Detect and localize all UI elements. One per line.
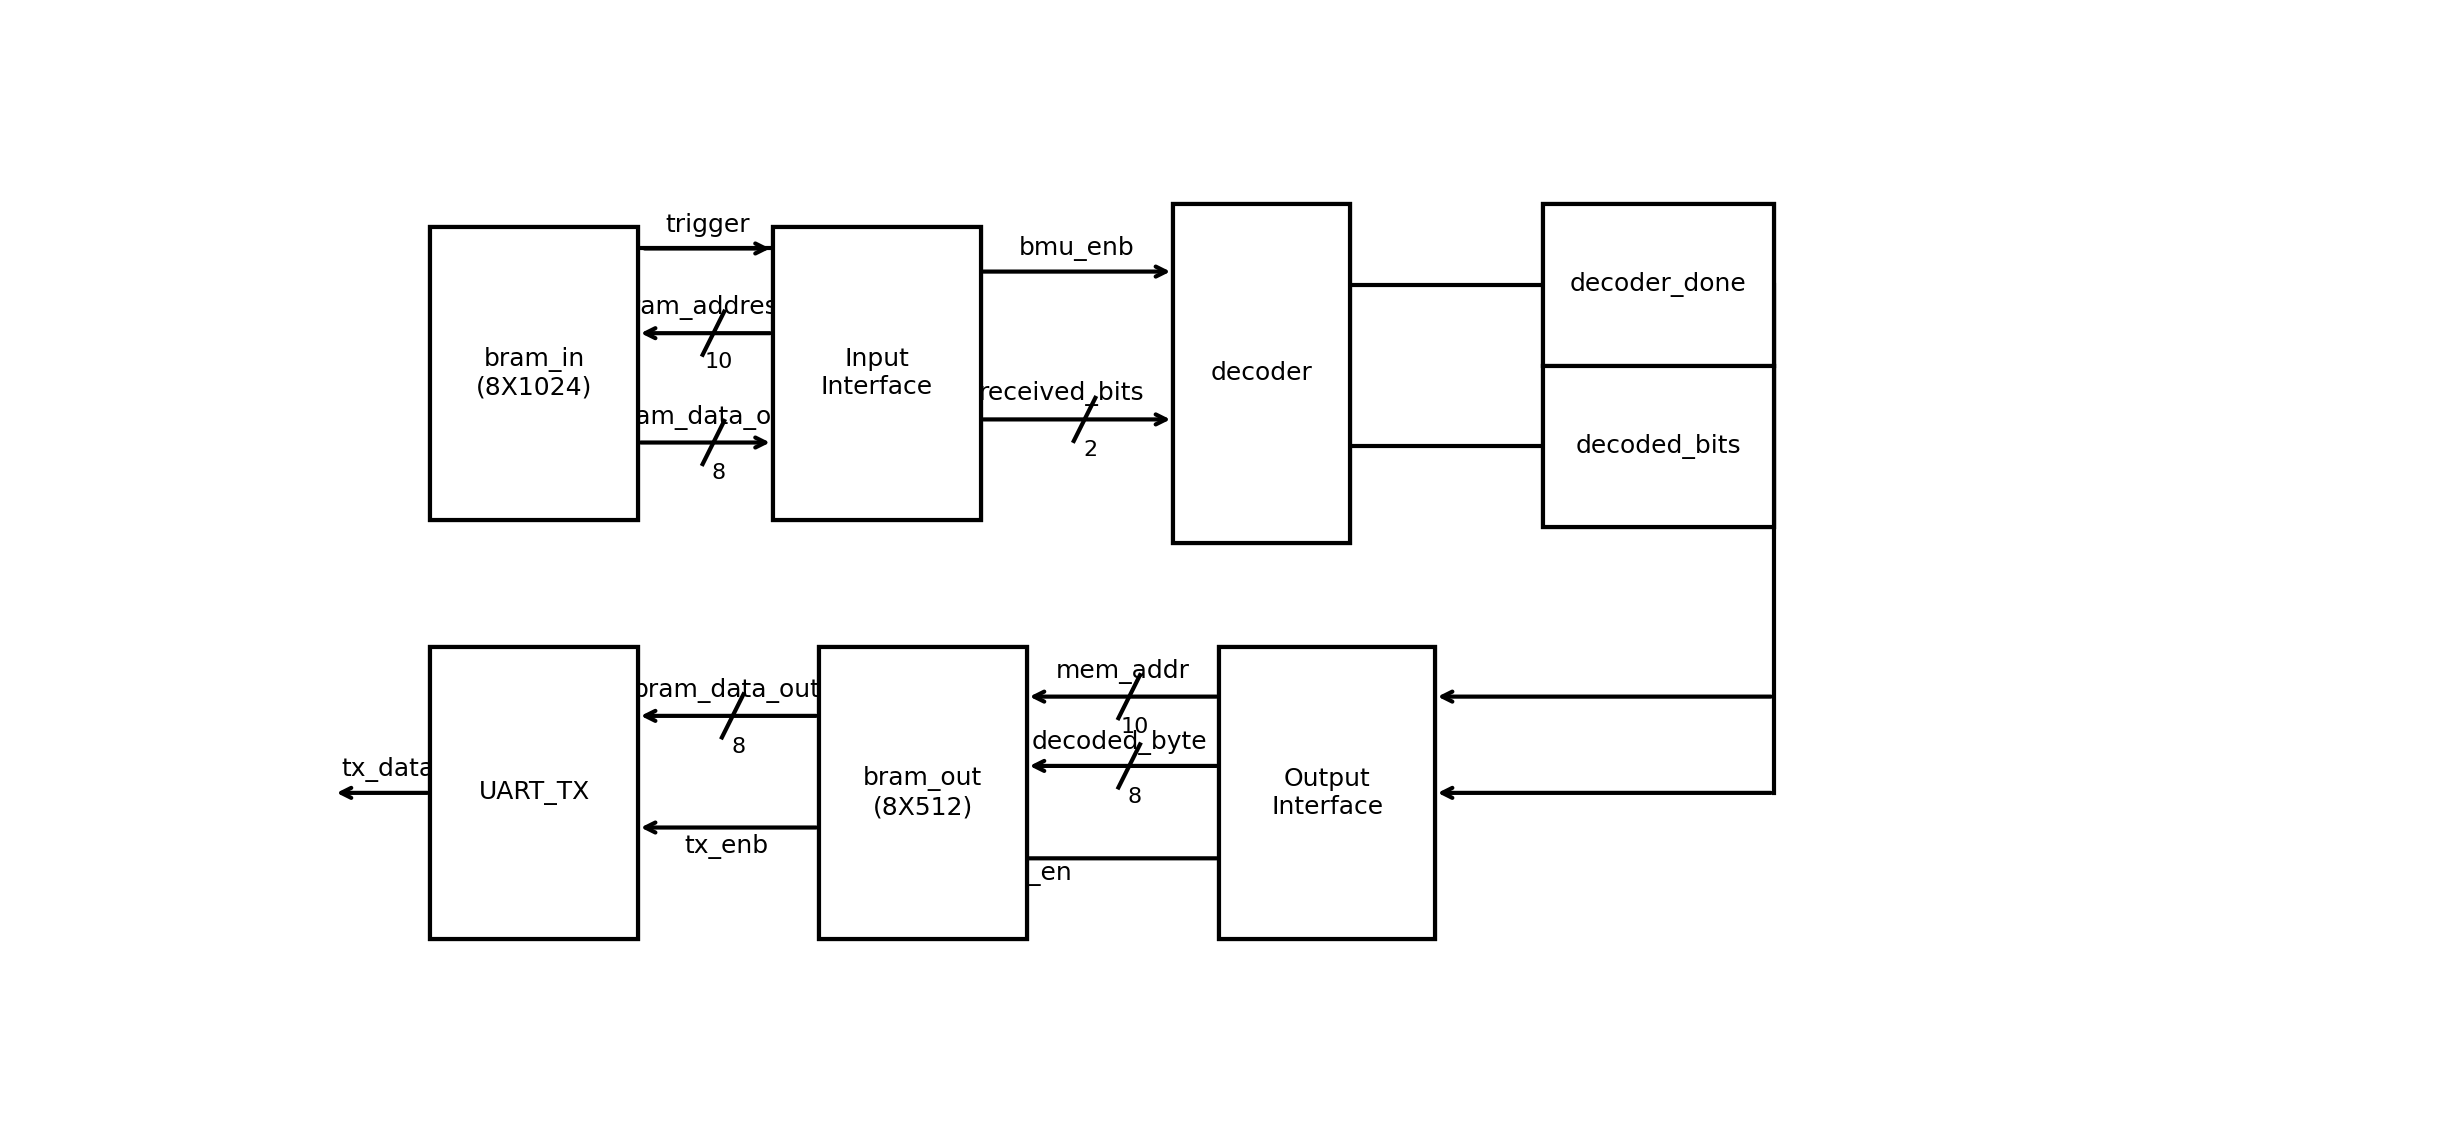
Bar xyxy=(1543,365,1774,527)
Text: 8: 8 xyxy=(731,736,746,757)
Text: decoded_bits: decoded_bits xyxy=(1574,434,1740,458)
Text: decoded_bits: decoded_bits xyxy=(1574,434,1740,458)
Text: 2: 2 xyxy=(1082,441,1097,461)
Text: UART_TX: UART_TX xyxy=(478,781,590,805)
Bar xyxy=(429,647,638,939)
Bar xyxy=(1218,647,1435,939)
Bar xyxy=(429,647,638,939)
Bar xyxy=(1543,204,1774,365)
Text: decoder_done: decoder_done xyxy=(1569,272,1747,297)
Text: trigger: trigger xyxy=(665,213,751,238)
Text: received_bits: received_bits xyxy=(980,381,1145,406)
Text: mem_addr: mem_addr xyxy=(1055,659,1189,685)
Text: bram_out
(8X512): bram_out (8X512) xyxy=(863,767,982,819)
Bar xyxy=(773,226,980,519)
Bar xyxy=(1543,204,1774,365)
Text: bram_in
(8X1024): bram_in (8X1024) xyxy=(475,346,592,399)
Text: 8: 8 xyxy=(712,463,726,483)
Text: bmu_enb: bmu_enb xyxy=(1019,237,1136,261)
Text: Input
Interface: Input Interface xyxy=(821,348,933,399)
Bar xyxy=(1172,204,1350,543)
Bar xyxy=(1218,647,1435,939)
Bar xyxy=(1543,365,1774,527)
Text: bram_address: bram_address xyxy=(614,295,792,319)
Text: bram_out
(8X512): bram_out (8X512) xyxy=(863,767,982,819)
Text: decoder_done: decoder_done xyxy=(1569,272,1747,297)
Text: 10: 10 xyxy=(1121,717,1148,738)
Text: decoder: decoder xyxy=(1211,361,1314,386)
Bar xyxy=(819,647,1026,939)
Text: 10: 10 xyxy=(704,352,734,372)
Text: write_en: write_en xyxy=(965,861,1072,887)
Bar xyxy=(429,226,638,519)
Text: bram_data_out: bram_data_out xyxy=(634,678,821,703)
Bar xyxy=(773,226,980,519)
Text: tx_data_out: tx_data_out xyxy=(341,758,487,782)
Text: Output
Interface: Output Interface xyxy=(1272,767,1384,818)
Text: Input
Interface: Input Interface xyxy=(821,348,933,399)
Text: UART_TX: UART_TX xyxy=(478,781,590,805)
Bar xyxy=(819,647,1026,939)
Text: bram_in
(8X1024): bram_in (8X1024) xyxy=(475,346,592,399)
Text: 8: 8 xyxy=(1128,787,1141,807)
Text: decoded_byte: decoded_byte xyxy=(1031,730,1206,756)
Text: tx_enb: tx_enb xyxy=(685,834,768,859)
Text: Output
Interface: Output Interface xyxy=(1272,767,1384,818)
Text: bram_data_out: bram_data_out xyxy=(609,406,797,430)
Text: decoder: decoder xyxy=(1211,361,1314,386)
Bar xyxy=(1172,204,1350,543)
Bar xyxy=(429,226,638,519)
